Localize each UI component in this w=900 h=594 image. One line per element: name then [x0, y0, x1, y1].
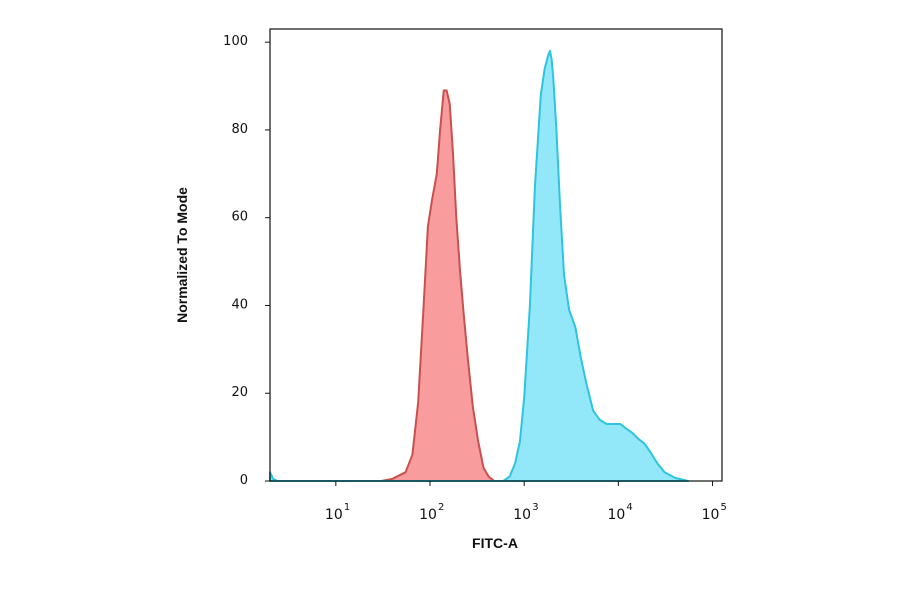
y-axis-title: Normalized To Mode: [174, 187, 190, 323]
histogram-series-2: [269, 49, 690, 482]
y-tick-label: 100: [223, 34, 248, 49]
x-tick-label: 10: [419, 507, 437, 523]
x-tick-exponent: 3: [532, 502, 538, 513]
x-tick-label: 10: [513, 507, 531, 523]
y-tick-label: 20: [231, 385, 248, 400]
x-tick-exponent: 5: [721, 502, 727, 513]
x-tick-label: 10: [702, 507, 720, 523]
series-layer: [269, 49, 690, 482]
x-tick-label: 10: [325, 507, 343, 523]
y-tick-label: 40: [231, 297, 248, 312]
x-tick-label: 10: [607, 507, 625, 523]
plot-frame: [269, 28, 723, 482]
x-axis-ticks: 10 1 10 2 10 3 10 4 10 5: [325, 481, 727, 523]
x-tick-exponent: 2: [438, 502, 444, 513]
x-axis-title: FITC-A: [472, 535, 518, 551]
y-axis-ticks: 0 20 40 60 80 100: [223, 34, 270, 488]
y-tick-label: 60: [231, 210, 248, 225]
y-tick-label: 0: [240, 473, 248, 488]
y-tick-label: 80: [231, 122, 248, 137]
x-tick-exponent: 4: [626, 502, 632, 513]
histogram-series-1: [379, 89, 496, 482]
x-tick-exponent: 1: [344, 502, 350, 513]
